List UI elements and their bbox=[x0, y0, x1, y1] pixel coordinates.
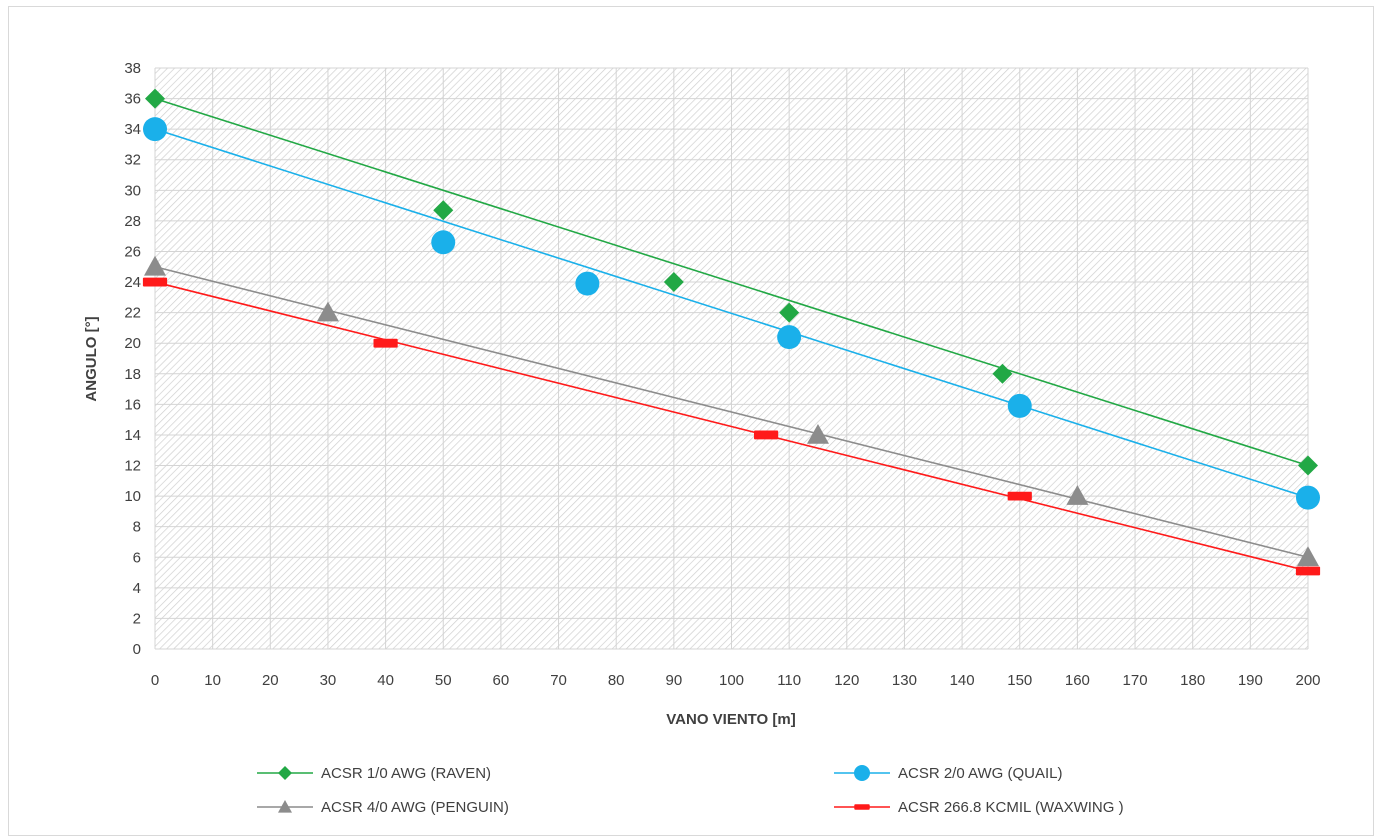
data-point bbox=[777, 325, 802, 350]
series-group bbox=[142, 88, 1321, 576]
series-line bbox=[154, 97, 1309, 467]
legend-item: ACSR 1/0 AWG (RAVEN) bbox=[257, 765, 491, 782]
data-point bbox=[779, 302, 800, 323]
data-point bbox=[575, 271, 600, 296]
x-tick-label: 110 bbox=[777, 672, 801, 689]
data-point bbox=[145, 88, 165, 109]
x-tick-label: 170 bbox=[1123, 672, 1148, 689]
x-tick-label: 140 bbox=[950, 672, 975, 689]
x-tick-label: 70 bbox=[550, 672, 567, 689]
legend-marker bbox=[854, 804, 870, 810]
y-tick-label: 2 bbox=[133, 610, 141, 627]
legend-marker bbox=[278, 800, 292, 813]
y-tick-label: 6 bbox=[133, 549, 141, 566]
x-tick-label: 80 bbox=[608, 672, 625, 689]
data-point bbox=[1296, 485, 1320, 510]
series-line bbox=[154, 265, 1309, 559]
legend-label: ACSR 2/0 AWG (QUAIL) bbox=[898, 765, 1062, 782]
y-tick-label: 24 bbox=[124, 274, 141, 291]
series-1 bbox=[145, 88, 1318, 476]
data-point bbox=[1295, 566, 1321, 576]
data-point bbox=[753, 430, 779, 440]
series-2 bbox=[143, 117, 1320, 510]
y-tick-label: 0 bbox=[133, 641, 141, 658]
y-tick-label: 14 bbox=[124, 427, 141, 444]
y-tick-label: 26 bbox=[124, 243, 141, 260]
legend-marker bbox=[278, 766, 292, 780]
data-point bbox=[1066, 485, 1089, 505]
data-point bbox=[1007, 491, 1032, 501]
legend-item: ACSR 266.8 KCMIL (WAXWING ) bbox=[834, 799, 1124, 816]
legend-item: ACSR 2/0 AWG (QUAIL) bbox=[834, 765, 1062, 782]
data-point bbox=[663, 272, 684, 293]
x-tick-label: 20 bbox=[262, 672, 279, 689]
series-3 bbox=[144, 255, 1319, 567]
series-line bbox=[154, 281, 1309, 572]
x-axis-title: VANO VIENTO [m] bbox=[666, 711, 795, 728]
y-tick-label: 34 bbox=[124, 121, 141, 138]
data-point bbox=[1297, 546, 1319, 567]
y-tick-label: 38 bbox=[124, 60, 141, 77]
x-tick-label: 120 bbox=[834, 672, 859, 689]
y-tick-label: 16 bbox=[124, 396, 141, 413]
y-axis-title: ANGULO [°] bbox=[83, 316, 100, 401]
y-tick-label: 22 bbox=[124, 305, 141, 322]
y-tick-label: 12 bbox=[124, 458, 141, 475]
y-tick-label: 10 bbox=[124, 488, 141, 505]
data-point bbox=[1298, 455, 1318, 476]
x-tick-label: 200 bbox=[1295, 672, 1320, 689]
data-point bbox=[373, 338, 398, 348]
data-point bbox=[144, 255, 166, 276]
series-line bbox=[154, 128, 1309, 499]
legend-marker bbox=[854, 765, 870, 781]
y-tick-label: 36 bbox=[124, 91, 141, 108]
legend-item: ACSR 4/0 AWG (PENGUIN) bbox=[257, 799, 509, 816]
legend-label: ACSR 4/0 AWG (PENGUIN) bbox=[321, 799, 509, 816]
x-tick-label: 40 bbox=[377, 672, 394, 689]
chart-container: 0 2 4 6 8 10 12 14 16 18 20 22 24 26 28 30 32 34 36 38 0 10 2… bbox=[8, 6, 1374, 836]
x-tick-label: 150 bbox=[1007, 672, 1032, 689]
x-tick-label: 100 bbox=[719, 672, 744, 689]
data-point bbox=[431, 230, 456, 255]
data-point bbox=[1007, 393, 1032, 418]
gridlines bbox=[154, 67, 1309, 650]
x-tick-label: 50 bbox=[435, 672, 452, 689]
x-tick-label: 160 bbox=[1065, 672, 1090, 689]
x-tick-label: 60 bbox=[493, 672, 510, 689]
series-4 bbox=[142, 277, 1321, 576]
x-tick-label: 10 bbox=[204, 672, 221, 689]
y-tick-label: 20 bbox=[124, 335, 141, 352]
y-tick-label: 4 bbox=[133, 580, 141, 597]
x-tick-label: 30 bbox=[320, 672, 337, 689]
data-point bbox=[142, 277, 168, 287]
data-point bbox=[992, 363, 1013, 384]
data-point bbox=[316, 301, 339, 322]
y-tick-label: 28 bbox=[124, 213, 141, 230]
x-tick-label: 130 bbox=[892, 672, 917, 689]
y-tick-label: 18 bbox=[124, 366, 141, 383]
x-tick-label: 190 bbox=[1238, 672, 1263, 689]
data-point bbox=[433, 200, 454, 221]
data-point bbox=[143, 117, 167, 142]
legend: ACSR 1/0 AWG (RAVEN) ACSR 2/0 AWG (QUAIL)… bbox=[257, 765, 1124, 816]
y-tick-label: 8 bbox=[133, 519, 141, 536]
x-tick-label: 180 bbox=[1180, 672, 1205, 689]
legend-label: ACSR 1/0 AWG (RAVEN) bbox=[321, 765, 491, 782]
x-axis-ticks: 0 10 20 30 40 50 60 70 80 90 100 110 120 130 140 150 160… bbox=[151, 672, 1321, 689]
y-tick-label: 30 bbox=[124, 182, 141, 199]
y-tick-label: 32 bbox=[124, 152, 141, 169]
x-tick-label: 90 bbox=[666, 672, 683, 689]
data-point bbox=[806, 423, 829, 444]
x-tick-label: 0 bbox=[151, 672, 159, 689]
legend-label: ACSR 266.8 KCMIL (WAXWING ) bbox=[898, 799, 1124, 816]
